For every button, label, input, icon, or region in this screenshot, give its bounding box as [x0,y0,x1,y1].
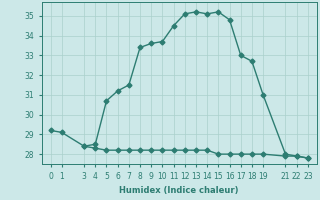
X-axis label: Humidex (Indice chaleur): Humidex (Indice chaleur) [119,186,239,195]
